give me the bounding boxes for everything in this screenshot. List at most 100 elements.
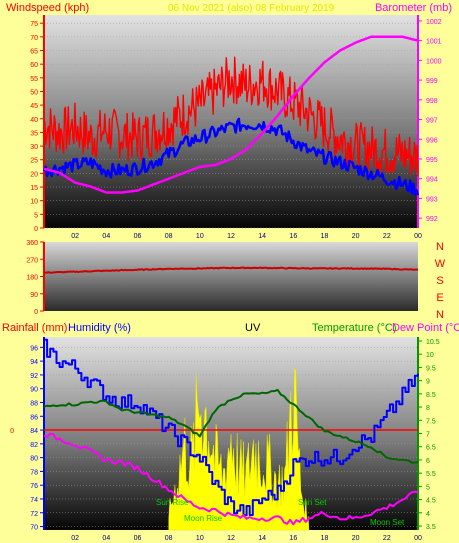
x-tick-label: 06 bbox=[134, 233, 142, 240]
y-tick-label: 5.5 bbox=[426, 471, 436, 478]
x-tick-label: 04 bbox=[102, 233, 110, 240]
y-tick-label: 86 bbox=[30, 414, 38, 421]
y-tick-label: 78 bbox=[30, 469, 38, 476]
y-tick-label: 994 bbox=[426, 177, 438, 184]
y-tick-label: 90 bbox=[30, 387, 38, 394]
y-tick-label: 4 bbox=[426, 511, 430, 518]
y-tick-label: 5 bbox=[34, 212, 38, 219]
y-tick-label: 7.5 bbox=[426, 418, 436, 425]
x-tick-label: 22 bbox=[383, 233, 391, 240]
y-tick-label: 25 bbox=[30, 158, 38, 165]
y-tick-label: 1001 bbox=[426, 39, 442, 46]
y-tick-label: 1000 bbox=[426, 58, 442, 65]
y-tick-label: 40 bbox=[30, 117, 38, 124]
x-tick-label: 10 bbox=[196, 233, 204, 240]
y-tick-label: 96 bbox=[30, 345, 38, 352]
y-tick-label: 9.5 bbox=[426, 365, 436, 372]
y-tick-label: 84 bbox=[30, 428, 38, 435]
x-tick-label: 02 bbox=[71, 535, 79, 542]
x-tick-label: 16 bbox=[289, 535, 297, 542]
x-tick-label: 00 bbox=[414, 535, 422, 542]
y-tick-label: 3.5 bbox=[426, 524, 436, 531]
y-tick-label: 60 bbox=[30, 62, 38, 69]
y-tick-label: 1002 bbox=[426, 19, 442, 26]
windspeed-line bbox=[43, 56, 419, 177]
y-tick-label: 76 bbox=[30, 483, 38, 490]
y-tick-label: 70 bbox=[30, 525, 38, 532]
temperature-line bbox=[43, 388, 419, 464]
y-tick-label: 0 bbox=[34, 309, 38, 316]
y-tick-label: 74 bbox=[30, 497, 38, 504]
y-tick-label: 88 bbox=[30, 400, 38, 407]
y-tick-label: 92 bbox=[30, 373, 38, 380]
dew-point-line bbox=[43, 432, 419, 526]
moon-set-label: Moon Set bbox=[370, 518, 405, 527]
temperature-legend: Temperature (°C) bbox=[312, 322, 396, 334]
y-tick-label: 180 bbox=[26, 275, 38, 282]
x-tick-label: 12 bbox=[227, 233, 235, 240]
x-tick-label: 06 bbox=[134, 535, 142, 542]
windspeed-axis-label: Windspeed (kph) bbox=[6, 2, 89, 14]
x-tick-label: 18 bbox=[321, 233, 329, 240]
windspeed-tick-labels: 0 5 10 15 20 25 30 35 40 45 50 55 60 65 70 75 bbox=[30, 21, 44, 233]
direction-series bbox=[43, 266, 419, 274]
x-tick-label: 08 bbox=[165, 535, 173, 542]
y-tick-label: 5 bbox=[426, 484, 430, 491]
y-tick-label: 4.5 bbox=[426, 498, 436, 505]
dewpoint-legend: Dew Point (°C bbox=[392, 322, 459, 334]
y-tick-label: 992 bbox=[426, 216, 438, 223]
x-tick-label: 02 bbox=[71, 233, 79, 240]
y-tick-label: 6.5 bbox=[426, 445, 436, 452]
y-tick-label: 998 bbox=[426, 98, 438, 105]
temp-time-tick-labels: 02 04 06 08 10 12 14 16 18 20 22 00 bbox=[71, 535, 422, 542]
gust-line bbox=[42, 117, 420, 196]
x-tick-label: 10 bbox=[196, 535, 204, 542]
x-tick-label: 16 bbox=[289, 233, 297, 240]
direction-tick-labels: 0 90 180 270 360 bbox=[26, 240, 44, 316]
barometer-line bbox=[43, 35, 419, 194]
y-tick-label: 90 bbox=[30, 292, 38, 299]
x-tick-label: 14 bbox=[258, 233, 266, 240]
barometer-axis-label: Barometer (mb) bbox=[375, 2, 452, 14]
x-tick-label: 04 bbox=[102, 535, 110, 542]
compass-letter: S bbox=[436, 275, 443, 287]
wind-time-tick-labels: 02 04 06 08 10 12 14 16 18 20 22 00 bbox=[71, 233, 422, 240]
uv-legend: UV bbox=[245, 322, 261, 334]
x-tick-label: 22 bbox=[383, 535, 391, 542]
x-tick-label: 20 bbox=[352, 535, 360, 542]
wind-series bbox=[42, 35, 420, 196]
x-tick-label: 20 bbox=[352, 233, 360, 240]
y-tick-label: 10 bbox=[426, 352, 434, 359]
rainfall-tick-label: 0 bbox=[10, 428, 14, 435]
y-tick-label: 35 bbox=[30, 130, 38, 137]
y-tick-label: 993 bbox=[426, 196, 438, 203]
y-tick-label: 995 bbox=[426, 157, 438, 164]
y-tick-label: 0 bbox=[34, 226, 38, 233]
y-tick-label: 15 bbox=[30, 185, 38, 192]
x-tick-label: 00 bbox=[414, 233, 422, 240]
y-tick-label: 9 bbox=[426, 379, 430, 386]
y-tick-label: 10 bbox=[30, 199, 38, 206]
y-tick-label: 65 bbox=[30, 49, 38, 56]
sun-rise-label: Sun Rise bbox=[156, 498, 189, 507]
compass-letter: N bbox=[436, 309, 444, 321]
y-tick-label: 6 bbox=[426, 458, 430, 465]
compass-letter: N bbox=[436, 241, 444, 253]
y-tick-label: 999 bbox=[426, 78, 438, 85]
x-tick-label: 18 bbox=[321, 535, 329, 542]
direction-plot-area bbox=[44, 242, 418, 311]
x-tick-label: 14 bbox=[258, 535, 266, 542]
y-tick-label: 82 bbox=[30, 442, 38, 449]
y-tick-label: 75 bbox=[30, 21, 38, 28]
y-tick-label: 270 bbox=[26, 257, 38, 264]
y-tick-label: 55 bbox=[30, 76, 38, 83]
y-tick-label: 45 bbox=[30, 103, 38, 110]
y-tick-label: 360 bbox=[26, 240, 38, 247]
compass-letter: W bbox=[435, 258, 446, 270]
barometer-tick-labels: 992 993 994 995 996 997 998 999 1000 1001 1002 bbox=[418, 19, 442, 223]
x-tick-label: 12 bbox=[227, 535, 235, 542]
x-tick-label: 08 bbox=[165, 233, 173, 240]
